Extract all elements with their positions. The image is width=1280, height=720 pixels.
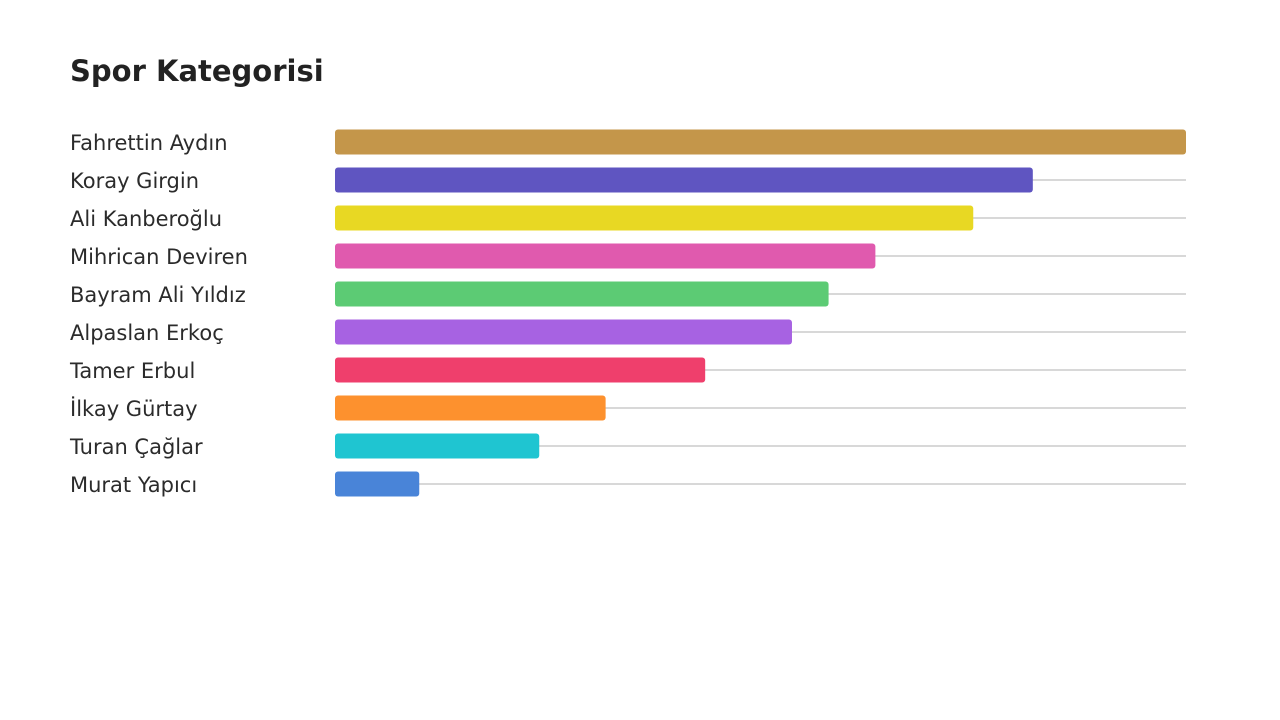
- category-label: Mihrican Deviren: [70, 245, 248, 269]
- category-label: Turan Çağlar: [69, 435, 203, 459]
- bar: [335, 319, 792, 345]
- category-label: Bayram Ali Yıldız: [70, 283, 246, 307]
- category-label: Ali Kanberoğlu: [70, 207, 222, 231]
- category-label: Tamer Erbul: [69, 359, 195, 383]
- bar: [335, 243, 876, 269]
- category-label: Fahrettin Aydın: [70, 131, 228, 155]
- bar: [335, 205, 974, 231]
- bar: [335, 167, 1033, 193]
- bar: [335, 281, 829, 307]
- bar: [335, 395, 606, 421]
- chart-title: Spor Kategorisi: [70, 54, 324, 88]
- bar: [335, 471, 420, 497]
- category-label: Murat Yapıcı: [70, 473, 197, 497]
- bar: [335, 357, 706, 383]
- bar: [335, 129, 1186, 155]
- category-label: Alpaslan Erkoç: [70, 321, 224, 345]
- category-label: Koray Girgin: [70, 169, 199, 193]
- category-label: İlkay Gürtay: [70, 396, 198, 421]
- bar: [335, 433, 540, 459]
